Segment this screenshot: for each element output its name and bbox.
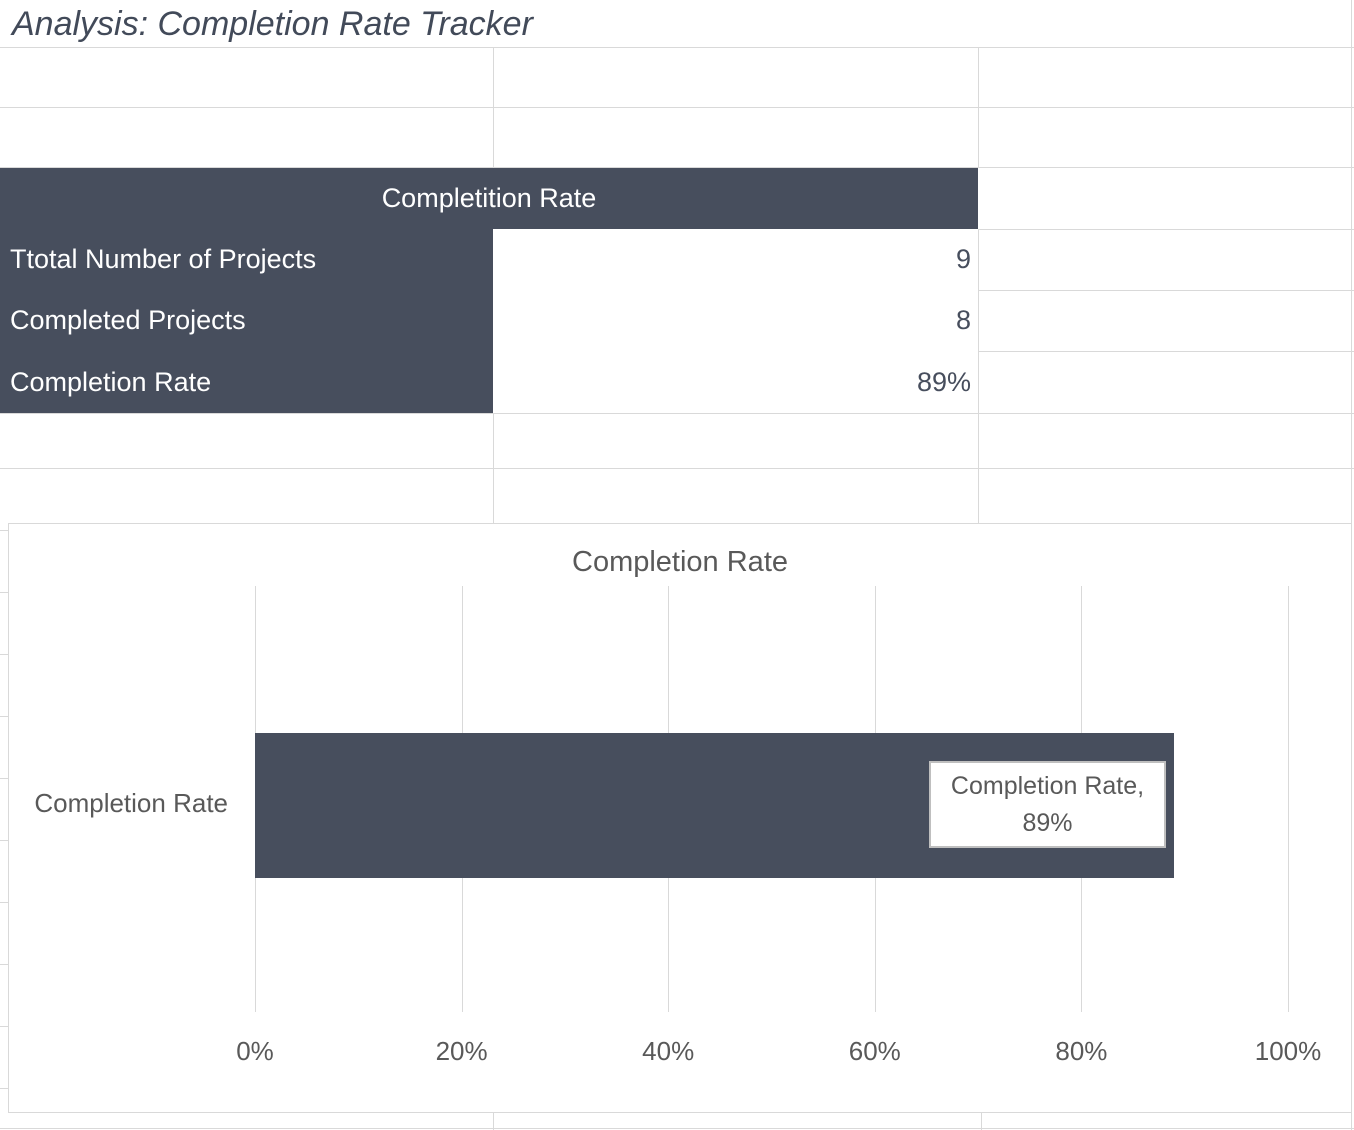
table-label-cell[interactable]: Completion Rate <box>0 351 493 413</box>
data-label-value-text: 89% <box>1022 808 1073 837</box>
sheet-gridline <box>0 654 8 655</box>
x-axis-tick-label: 80% <box>1055 1036 1108 1066</box>
chart-gridline <box>1288 586 1289 1012</box>
table-label-cell[interactable]: Ttotal Number of Projects <box>0 229 493 290</box>
bar-data-label[interactable]: Completion Rate, 89% <box>929 761 1166 848</box>
sheet-gridline <box>0 413 1354 414</box>
sheet-gridline <box>493 1113 494 1130</box>
completion-rate-chart[interactable]: Completion Rate Completion Rate Completi… <box>8 523 1352 1113</box>
x-axis-tick-label: 20% <box>435 1036 488 1066</box>
sheet-gridline <box>0 468 1354 469</box>
sheet-gridline <box>0 902 8 903</box>
sheet-gridline <box>978 229 979 523</box>
table-value-cell[interactable]: 89% <box>493 351 978 413</box>
sheet-gridline <box>493 413 494 523</box>
cell-sheet-title[interactable]: Analysis: Completion Rate Tracker <box>12 5 533 43</box>
sheet-gridline <box>0 964 8 965</box>
sheet-gridline <box>0 778 8 779</box>
sheet-gridline <box>981 1113 982 1130</box>
x-axis-tick-label: 100% <box>1254 1036 1322 1066</box>
chart-title: Completion Rate <box>572 546 788 578</box>
sheet-gridline <box>0 1128 1354 1129</box>
x-axis-tick-label: 0% <box>236 1036 274 1066</box>
table-value-cell[interactable]: 9 <box>493 229 978 290</box>
y-axis-category-label: Completion Rate <box>34 788 228 818</box>
sheet-gridline <box>0 1026 8 1027</box>
sheet-gridline <box>0 47 1354 48</box>
sheet-gridline <box>0 107 1354 108</box>
sheet-gridline <box>0 840 8 841</box>
sheet-gridline <box>0 1088 8 1089</box>
sheet-gridline <box>0 530 8 531</box>
table-label-cell[interactable]: Completed Projects <box>0 290 493 351</box>
sheet-gridline <box>978 47 979 167</box>
table-value-cell[interactable]: 8 <box>493 290 978 351</box>
sheet-gridline <box>0 716 8 717</box>
x-axis-tick-label: 40% <box>642 1036 695 1066</box>
sheet-gridline <box>0 167 1354 168</box>
data-label-series-text: Completion Rate, <box>950 771 1145 800</box>
x-axis-tick-label: 60% <box>848 1036 901 1066</box>
sheet-gridline <box>0 592 8 593</box>
sheet-gridline <box>493 47 494 167</box>
table-header-cell[interactable]: Completition Rate <box>0 168 978 229</box>
